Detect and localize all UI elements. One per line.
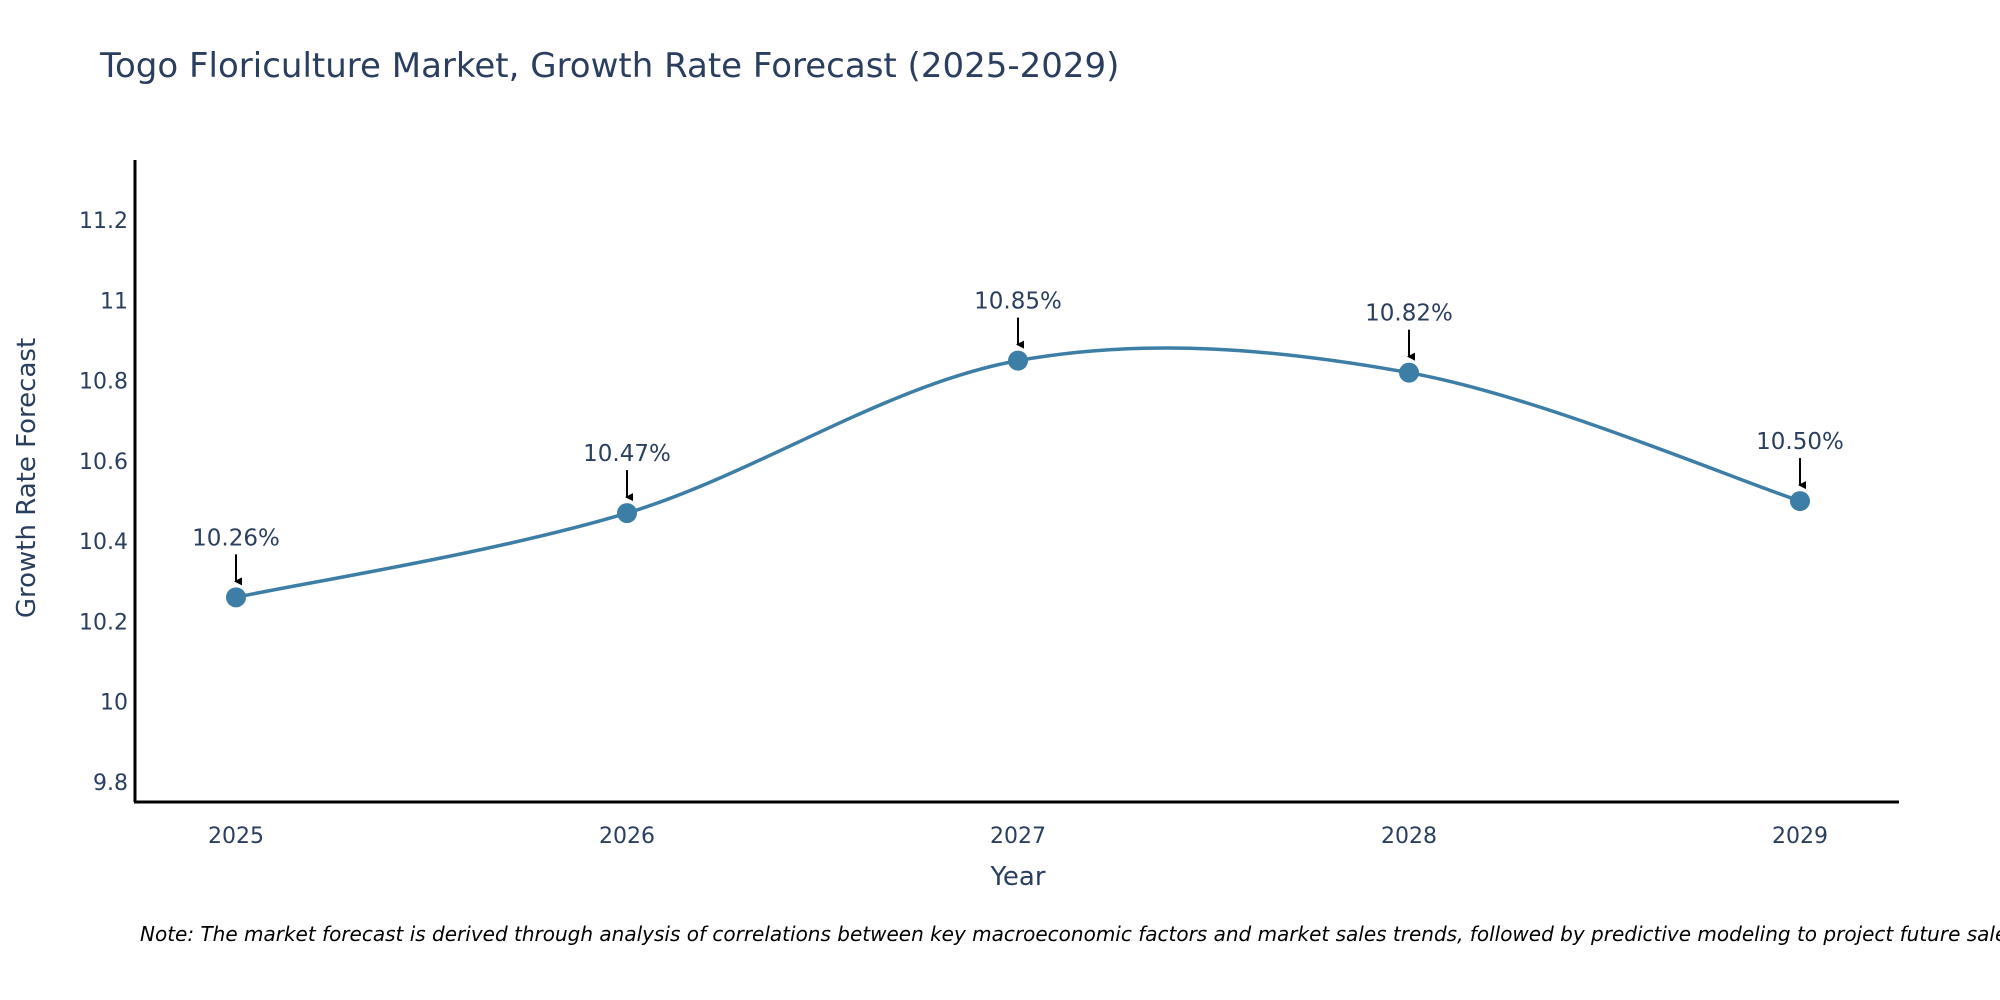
x-axis-title: Year xyxy=(989,862,1045,892)
y-tick-label: 10.6 xyxy=(79,450,128,475)
y-tick-label: 11 xyxy=(100,289,128,314)
y-tick-label: 10.2 xyxy=(79,610,128,635)
data-label: 10.47% xyxy=(583,441,671,467)
data-label: 10.85% xyxy=(974,289,1062,315)
x-tick-label: 2028 xyxy=(1381,824,1437,849)
y-tick-label: 10.4 xyxy=(79,530,128,555)
y-tick-label: 11.2 xyxy=(79,209,128,234)
data-point xyxy=(1399,362,1419,383)
data-point xyxy=(226,587,246,608)
y-tick-label: 10.8 xyxy=(79,370,128,395)
x-tick-label: 2026 xyxy=(599,824,655,849)
x-tick-label: 2029 xyxy=(1772,824,1828,849)
x-tick-label: 2025 xyxy=(208,824,264,849)
y-axis-title: Growth Rate Forecast xyxy=(12,338,42,618)
data-label: 10.82% xyxy=(1365,301,1453,327)
y-axis-ticks: 9.8 10 10.2 10.4 10.6 10.8 11 11.2 xyxy=(79,209,128,796)
data-point xyxy=(1008,350,1028,371)
chart-title: Togo Floriculture Market, Growth Rate Fo… xyxy=(100,46,1120,86)
data-label: 10.50% xyxy=(1756,429,1844,455)
y-tick-label: 9.8 xyxy=(93,771,128,796)
chart-note: Note: The market forecast is derived thr… xyxy=(140,922,2000,946)
x-axis-ticks: 2025 2026 2027 2028 2029 xyxy=(208,824,1828,849)
series-line xyxy=(235,346,1801,600)
data-annotations: 10.26% 10.47% 10.85% 10.82% 10.50% xyxy=(192,289,1844,586)
data-point xyxy=(1790,491,1810,512)
data-point xyxy=(617,503,637,524)
x-tick-label: 2027 xyxy=(990,824,1046,849)
data-label: 10.26% xyxy=(192,525,280,551)
data-markers xyxy=(226,350,1810,608)
y-tick-label: 10 xyxy=(100,691,128,716)
